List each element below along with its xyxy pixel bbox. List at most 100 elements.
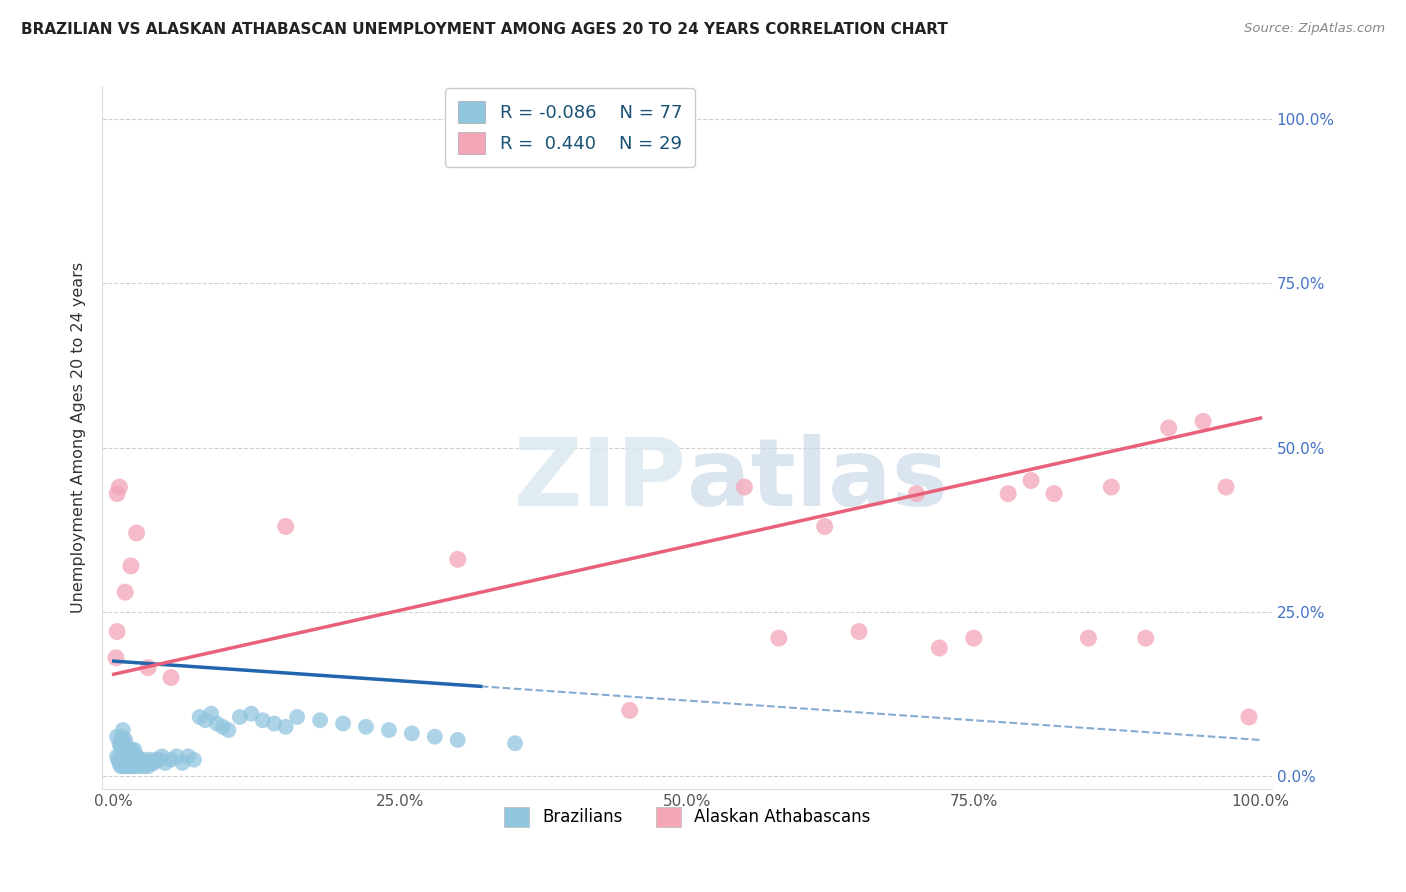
- Point: [263, 716, 285, 731]
- Point: [160, 753, 183, 767]
- Legend: Brazilians, Alaskan Athabascans: Brazilians, Alaskan Athabascans: [496, 800, 877, 834]
- Point: [447, 733, 470, 747]
- Point: [188, 710, 211, 724]
- Point: [134, 759, 156, 773]
- Point: [963, 631, 986, 645]
- Point: [122, 749, 145, 764]
- Point: [111, 723, 134, 737]
- Point: [229, 710, 252, 724]
- Point: [905, 486, 928, 500]
- Point: [114, 585, 136, 599]
- Point: [117, 759, 139, 773]
- Point: [110, 759, 132, 773]
- Point: [112, 756, 135, 770]
- Point: [309, 713, 332, 727]
- Point: [125, 749, 148, 764]
- Point: [121, 756, 143, 770]
- Point: [111, 730, 134, 744]
- Point: [117, 746, 139, 760]
- Point: [274, 720, 297, 734]
- Point: [108, 756, 131, 770]
- Point: [118, 759, 141, 773]
- Point: [125, 759, 148, 773]
- Point: [1019, 474, 1042, 488]
- Text: BRAZILIAN VS ALASKAN ATHABASCAN UNEMPLOYMENT AMONG AGES 20 TO 24 YEARS CORRELATI: BRAZILIAN VS ALASKAN ATHABASCAN UNEMPLOY…: [21, 22, 948, 37]
- Point: [114, 733, 136, 747]
- Point: [172, 756, 194, 770]
- Point: [177, 749, 200, 764]
- Point: [128, 753, 150, 767]
- Point: [211, 720, 233, 734]
- Point: [120, 558, 142, 573]
- Point: [200, 706, 222, 721]
- Point: [1237, 710, 1260, 724]
- Point: [132, 753, 155, 767]
- Point: [285, 710, 308, 724]
- Point: [117, 756, 139, 770]
- Point: [401, 726, 423, 740]
- Text: Source: ZipAtlas.com: Source: ZipAtlas.com: [1244, 22, 1385, 36]
- Point: [997, 486, 1019, 500]
- Point: [104, 650, 127, 665]
- Point: [148, 753, 170, 767]
- Point: [112, 736, 135, 750]
- Point: [111, 759, 134, 773]
- Point: [141, 756, 163, 770]
- Point: [1157, 421, 1180, 435]
- Point: [117, 743, 139, 757]
- Point: [166, 749, 188, 764]
- Point: [129, 756, 152, 770]
- Point: [1215, 480, 1237, 494]
- Point: [108, 736, 131, 750]
- Point: [217, 723, 239, 737]
- Text: ZIP: ZIP: [515, 434, 688, 526]
- Point: [129, 759, 152, 773]
- Point: [814, 519, 837, 533]
- Point: [150, 749, 173, 764]
- Y-axis label: Unemployment Among Ages 20 to 24 years: Unemployment Among Ages 20 to 24 years: [72, 262, 86, 614]
- Point: [733, 480, 755, 494]
- Point: [105, 749, 128, 764]
- Point: [136, 759, 159, 773]
- Point: [1077, 631, 1099, 645]
- Point: [118, 749, 141, 764]
- Point: [127, 756, 149, 770]
- Point: [105, 730, 128, 744]
- Point: [135, 756, 157, 770]
- Point: [107, 753, 129, 767]
- Point: [240, 706, 263, 721]
- Point: [122, 759, 145, 773]
- Point: [120, 746, 142, 760]
- Point: [138, 753, 160, 767]
- Point: [115, 756, 138, 770]
- Point: [503, 736, 526, 750]
- Point: [183, 753, 205, 767]
- Point: [194, 713, 217, 727]
- Point: [108, 480, 131, 494]
- Point: [423, 730, 446, 744]
- Point: [131, 756, 153, 770]
- Point: [121, 743, 143, 757]
- Point: [114, 759, 136, 773]
- Point: [114, 749, 136, 764]
- Point: [447, 552, 470, 566]
- Point: [378, 723, 401, 737]
- Point: [1043, 486, 1066, 500]
- Point: [928, 640, 950, 655]
- Point: [110, 739, 132, 754]
- Point: [105, 486, 128, 500]
- Point: [1135, 631, 1157, 645]
- Point: [1099, 480, 1122, 494]
- Point: [136, 661, 159, 675]
- Point: [205, 716, 228, 731]
- Point: [120, 759, 142, 773]
- Point: [145, 753, 167, 767]
- Point: [125, 526, 148, 541]
- Point: [274, 519, 297, 533]
- Point: [124, 753, 146, 767]
- Point: [111, 746, 134, 760]
- Point: [768, 631, 790, 645]
- Point: [155, 756, 177, 770]
- Point: [160, 671, 183, 685]
- Point: [1192, 414, 1215, 428]
